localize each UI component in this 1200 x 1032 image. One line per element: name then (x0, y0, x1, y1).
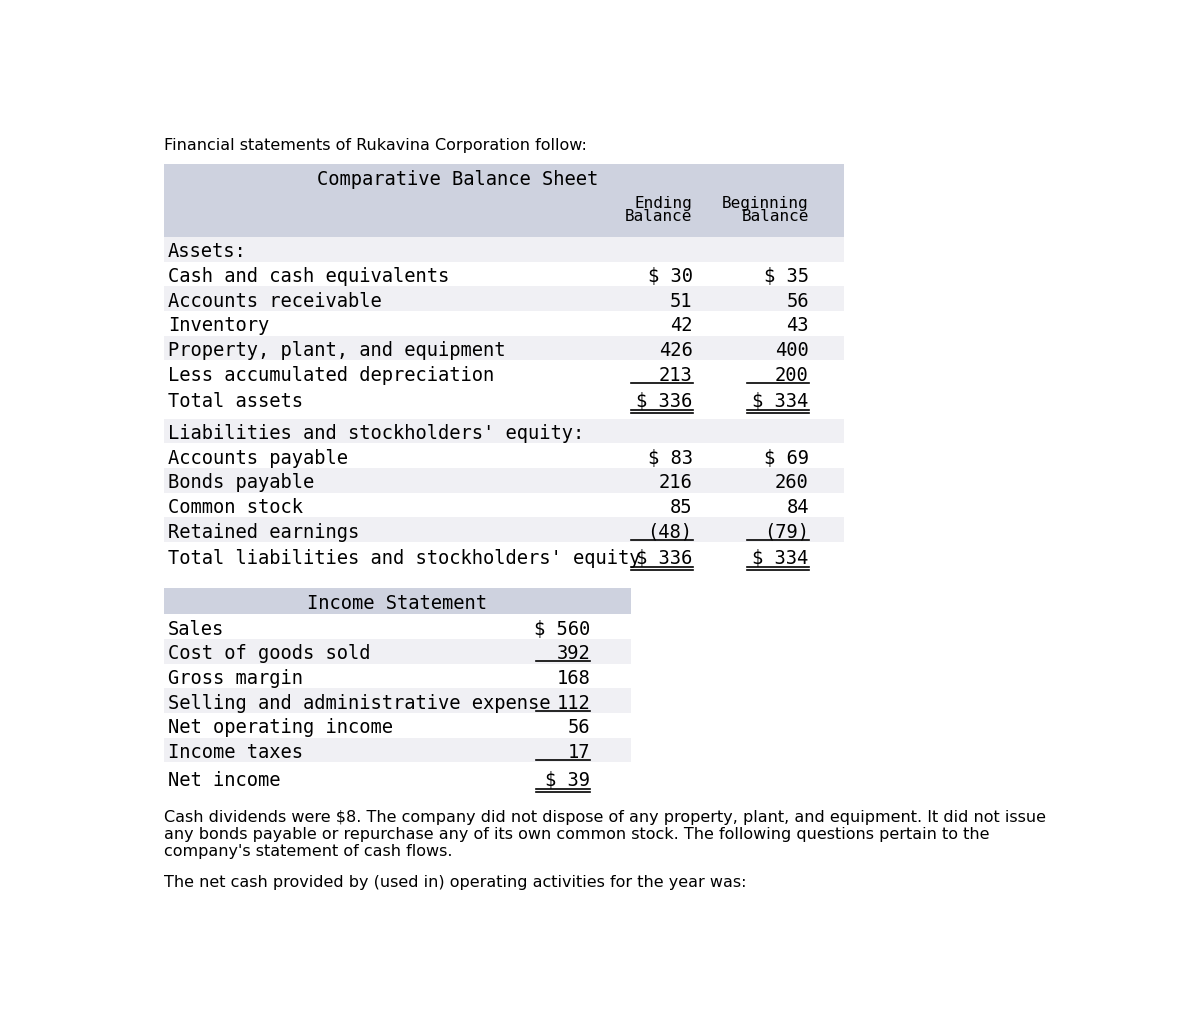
Text: Property, plant, and equipment: Property, plant, and equipment (168, 341, 505, 360)
Text: Ending: Ending (635, 196, 692, 212)
Text: Income Statement: Income Statement (307, 594, 487, 613)
Text: (79): (79) (763, 522, 809, 542)
Text: $ 39: $ 39 (545, 771, 590, 789)
Text: 426: 426 (659, 341, 692, 360)
Text: Balance: Balance (625, 208, 692, 224)
Text: 392: 392 (557, 644, 590, 664)
FancyBboxPatch shape (164, 688, 630, 713)
Text: $ 560: $ 560 (534, 620, 590, 639)
Text: Net operating income: Net operating income (168, 718, 392, 737)
FancyBboxPatch shape (164, 385, 844, 414)
Text: 56: 56 (786, 292, 809, 311)
Text: 17: 17 (568, 743, 590, 762)
Text: Accounts receivable: Accounts receivable (168, 292, 382, 311)
Text: Total assets: Total assets (168, 392, 302, 411)
FancyBboxPatch shape (164, 517, 844, 542)
Text: Balance: Balance (742, 208, 809, 224)
Text: $ 30: $ 30 (648, 267, 692, 286)
FancyBboxPatch shape (164, 164, 844, 237)
Text: 56: 56 (568, 718, 590, 737)
Text: Income taxes: Income taxes (168, 743, 302, 762)
FancyBboxPatch shape (164, 419, 844, 444)
Text: Gross margin: Gross margin (168, 669, 302, 688)
Text: Cost of goods sold: Cost of goods sold (168, 644, 371, 664)
FancyBboxPatch shape (164, 237, 844, 262)
Text: Retained earnings: Retained earnings (168, 522, 359, 542)
Text: 216: 216 (659, 474, 692, 492)
Text: Cash dividends were $8. The company did not dispose of any property, plant, and : Cash dividends were $8. The company did … (164, 810, 1046, 825)
FancyBboxPatch shape (164, 738, 630, 763)
Text: Financial statements of Rukavina Corporation follow:: Financial statements of Rukavina Corpora… (164, 137, 587, 153)
Text: Assets:: Assets: (168, 243, 246, 261)
Text: Comparative Balance Sheet: Comparative Balance Sheet (317, 170, 598, 189)
Text: 84: 84 (786, 498, 809, 517)
Text: Total liabilities and stockholders' equity: Total liabilities and stockholders' equi… (168, 549, 641, 568)
Text: (48): (48) (648, 522, 692, 542)
Text: Sales: Sales (168, 620, 224, 639)
FancyBboxPatch shape (164, 614, 630, 639)
Text: Net income: Net income (168, 771, 281, 789)
FancyBboxPatch shape (164, 763, 630, 793)
Text: $ 35: $ 35 (763, 267, 809, 286)
FancyBboxPatch shape (164, 286, 844, 311)
FancyBboxPatch shape (164, 664, 630, 688)
Text: $ 69: $ 69 (763, 449, 809, 467)
Text: Selling and administrative expense: Selling and administrative expense (168, 694, 551, 713)
Text: The net cash provided by (used in) operating activities for the year was:: The net cash provided by (used in) opera… (164, 874, 746, 890)
Text: $ 336: $ 336 (636, 549, 692, 568)
FancyBboxPatch shape (164, 360, 844, 385)
FancyBboxPatch shape (164, 335, 844, 360)
Text: $ 334: $ 334 (752, 392, 809, 411)
Text: Inventory: Inventory (168, 317, 269, 335)
Text: Bonds payable: Bonds payable (168, 474, 314, 492)
FancyBboxPatch shape (164, 639, 630, 664)
Text: company's statement of cash flows.: company's statement of cash flows. (164, 844, 452, 859)
Text: 260: 260 (775, 474, 809, 492)
Text: 51: 51 (670, 292, 692, 311)
Text: any bonds payable or repurchase any of its own common stock. The following quest: any bonds payable or repurchase any of i… (164, 827, 990, 842)
Text: 42: 42 (670, 317, 692, 335)
FancyBboxPatch shape (164, 469, 844, 492)
FancyBboxPatch shape (164, 713, 630, 738)
Text: 200: 200 (775, 365, 809, 385)
Text: 168: 168 (557, 669, 590, 688)
FancyBboxPatch shape (164, 444, 844, 469)
Text: 400: 400 (775, 341, 809, 360)
Text: 43: 43 (786, 317, 809, 335)
Text: 85: 85 (670, 498, 692, 517)
Text: Common stock: Common stock (168, 498, 302, 517)
Text: Beginning: Beginning (722, 196, 809, 212)
FancyBboxPatch shape (164, 311, 844, 335)
FancyBboxPatch shape (164, 262, 844, 286)
Text: Cash and cash equivalents: Cash and cash equivalents (168, 267, 449, 286)
Text: $ 334: $ 334 (752, 549, 809, 568)
Text: Less accumulated depreciation: Less accumulated depreciation (168, 365, 494, 385)
Text: 213: 213 (659, 365, 692, 385)
Text: $ 83: $ 83 (648, 449, 692, 467)
Text: Accounts payable: Accounts payable (168, 449, 348, 467)
Text: Liabilities and stockholders' equity:: Liabilities and stockholders' equity: (168, 424, 584, 443)
FancyBboxPatch shape (164, 492, 844, 517)
FancyBboxPatch shape (164, 588, 630, 614)
FancyBboxPatch shape (164, 542, 844, 571)
Text: 112: 112 (557, 694, 590, 713)
Text: $ 336: $ 336 (636, 392, 692, 411)
